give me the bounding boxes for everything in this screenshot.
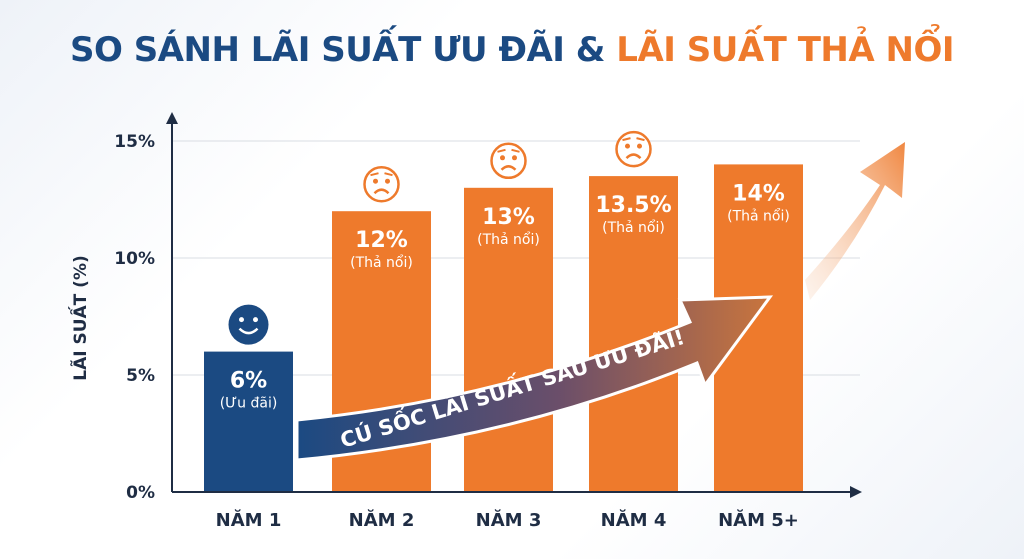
- worried-face-icon: [615, 130, 652, 168]
- x-tick-label: NĂM 3: [476, 509, 542, 531]
- y-tick-label: 5%: [126, 366, 155, 386]
- brows: [370, 172, 393, 177]
- trend-arrow-faded: [805, 142, 905, 300]
- eye: [637, 143, 642, 149]
- face: [363, 165, 400, 203]
- x-tick-label: NĂM 4: [601, 509, 667, 531]
- eye: [500, 155, 505, 161]
- face: [490, 142, 527, 180]
- data-label: 12%: [355, 228, 408, 253]
- face: [615, 130, 652, 168]
- sub-label: (Ưu đãi): [220, 396, 278, 412]
- worried-face-icon: [490, 142, 527, 180]
- eye: [253, 317, 258, 323]
- smiling-face-icon: [228, 304, 269, 345]
- y-tick-label: 10%: [114, 249, 155, 269]
- y-axis-label: LÃI SUẤT (%): [67, 255, 91, 381]
- y-tick-label: 0%: [126, 483, 155, 503]
- sub-label: (Thả nổi): [602, 219, 665, 236]
- x-tick-label: NĂM 2: [349, 509, 415, 531]
- mouth: [500, 165, 517, 171]
- mouth: [238, 327, 259, 335]
- x-axis-arrow-icon: [850, 486, 862, 498]
- y-axis-arrow-icon: [166, 112, 178, 124]
- mouth: [373, 188, 390, 195]
- title-floating: LÃI SUẤT THẢ NỔI: [616, 30, 955, 70]
- mouth: [625, 153, 642, 160]
- worried-face-icon: [363, 165, 400, 203]
- y-tick-label: 15%: [114, 132, 155, 152]
- face: [228, 304, 269, 345]
- eye: [385, 178, 390, 184]
- sub-label: (Thả nổi): [727, 207, 790, 224]
- bar-1: [204, 351, 293, 492]
- chart-title: SO SÁNH LÃI SUẤT ƯU ĐÃI & LÃI SUẤT THẢ N…: [0, 30, 1024, 70]
- data-label: 13.5%: [595, 193, 671, 218]
- eye: [625, 143, 630, 149]
- bar-3: [464, 187, 553, 493]
- x-tick-label: NĂM 1: [216, 509, 282, 531]
- brows: [622, 137, 645, 142]
- x-tick-label: NĂM 5+: [718, 509, 799, 531]
- eye: [512, 155, 517, 161]
- data-label: 14%: [732, 181, 785, 206]
- sub-label: (Thả nổi): [477, 231, 540, 248]
- data-label: 13%: [482, 205, 535, 230]
- sub-label: (Thả nổi): [350, 254, 413, 271]
- data-label: 6%: [230, 369, 267, 394]
- brows: [497, 148, 520, 153]
- eye: [373, 178, 378, 184]
- title-preferential: SO SÁNH LÃI SUẤT ƯU ĐÃI &: [69, 30, 605, 70]
- eye: [239, 317, 244, 323]
